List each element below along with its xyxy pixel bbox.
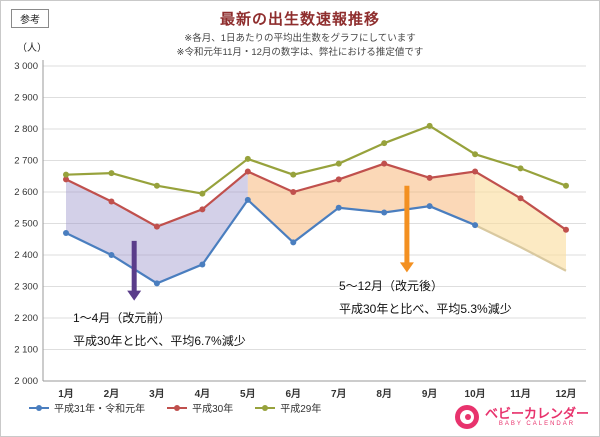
y-tick-label: 2 000 [14, 376, 38, 387]
chart-subtitle-2: ※令和元年11月・12月の数字は、弊社における推定値です [176, 47, 424, 58]
legend-item-r1: 平成31年・令和元年 [29, 400, 145, 415]
legend-item-h29: 平成29年 [255, 400, 321, 415]
series-point [244, 196, 251, 203]
series-point [426, 122, 433, 129]
series-point [472, 168, 479, 175]
annotation-pre-era: 1〜4月（改元前） 平成30年と比べ、平均6.7%減少 [73, 307, 246, 353]
series-point [199, 206, 206, 213]
x-tick-label: 10月 [465, 388, 486, 400]
shaded-band [475, 171, 566, 271]
y-tick-label: 3 000 [14, 61, 38, 72]
annotation-pre-era-line1: 1〜4月（改元前） [73, 311, 171, 325]
series-point [244, 155, 251, 162]
annotation-post-era: 5〜12月（改元後） 平成30年と比べ、平均5.3%減少 [339, 275, 512, 321]
series-point [335, 160, 342, 167]
series-point [244, 168, 251, 175]
series-point [63, 171, 69, 178]
post-era-arrow-head [399, 262, 414, 273]
y-tick-label: 2 100 [14, 345, 38, 356]
series-point [63, 229, 69, 236]
series-line [65, 162, 567, 231]
series-point [108, 170, 115, 177]
y-tick-label: 2 600 [14, 187, 38, 198]
series-point [517, 165, 524, 172]
series-point [199, 190, 206, 197]
series-point [381, 140, 388, 147]
logo-text-sub: BABY CALENDAR [498, 421, 576, 428]
series-point [472, 151, 479, 158]
series-point [63, 176, 69, 183]
y-tick-label: 2 900 [14, 93, 38, 104]
series-point [108, 252, 115, 258]
series-point [335, 204, 342, 211]
x-tick-label: 6月 [285, 388, 301, 400]
series-point [426, 174, 433, 181]
x-tick-label: 8月 [376, 388, 392, 400]
shaded-band [247, 163, 476, 243]
y-tick-label: 2 500 [14, 219, 38, 230]
legend-marker-blue-icon [29, 404, 49, 412]
series-point [563, 226, 569, 233]
x-tick-label: 1月 [58, 388, 74, 400]
x-tick-label: 4月 [195, 388, 211, 400]
x-tick-label: 2月 [104, 388, 120, 400]
x-tick-label: 11月 [510, 388, 531, 400]
annotation-post-era-line2: 平成30年と比べ、平均5.3%減少 [339, 301, 512, 316]
series-line [65, 124, 567, 195]
baby-calendar-logo: ベビーカレンダー BABY CALENDAR [454, 405, 589, 429]
chart-subtitle-1: ※各月、1日あたりの平均出生数をグラフにしています [184, 33, 416, 44]
y-tick-label: 2 200 [14, 313, 38, 324]
reference-badge: 参考 [11, 9, 49, 28]
x-tick-label: 7月 [331, 388, 347, 400]
series-point [381, 209, 388, 216]
y-tick-label: 2 400 [14, 250, 38, 261]
estimated-line [474, 224, 567, 272]
series-point [290, 189, 297, 195]
legend-label-h30: 平成30年 [192, 404, 234, 415]
x-tick-label: 5月 [240, 388, 256, 400]
chart-legend: 平成31年・令和元年 平成30年 平成29年 [29, 400, 321, 415]
series-point [290, 239, 297, 246]
baby-calendar-logo-icon [454, 405, 479, 429]
series-point [290, 171, 297, 178]
series-point [153, 280, 160, 287]
series-point [517, 195, 524, 202]
legend-item-h30: 平成30年 [167, 400, 233, 415]
x-tick-label: 12月 [555, 388, 576, 400]
x-tick-label: 9月 [422, 388, 438, 400]
y-tick-label: 2 700 [14, 156, 38, 167]
y-tick-label: 2 800 [14, 124, 38, 135]
x-tick-label: 3月 [149, 388, 165, 400]
annotation-pre-era-line2: 平成30年と比べ、平均6.7%減少 [73, 333, 246, 348]
legend-marker-green-icon [255, 404, 276, 412]
annotation-post-era-line1: 5〜12月（改元後） [339, 279, 444, 293]
baby-calendar-logo-text: ベビーカレンダー BABY CALENDAR [484, 405, 589, 428]
series-point [381, 160, 388, 167]
page-title: 最新の出生数速報推移 [219, 11, 380, 28]
series-point [153, 182, 160, 189]
y-tick-label: 2 300 [14, 282, 38, 293]
series-point [335, 176, 342, 183]
logo-text-main: ベビーカレンダー [484, 405, 589, 421]
legend-marker-red-icon [167, 404, 188, 412]
series-point [153, 223, 160, 230]
birth-rate-line-chart: 2 000 2 100 2 200 2 300 2 400 2 500 2 600 2 700… [14, 60, 586, 400]
series-point [472, 222, 479, 229]
series-point [199, 261, 206, 268]
pre-era-arrow-head [127, 290, 142, 301]
series-point [108, 198, 115, 205]
series-point [426, 203, 433, 210]
legend-label-h29: 平成29年 [280, 404, 322, 415]
series-point [563, 182, 569, 189]
y-axis-unit-label: （人） [17, 43, 47, 54]
legend-label-r1: 平成31年・令和元年 [54, 404, 146, 415]
